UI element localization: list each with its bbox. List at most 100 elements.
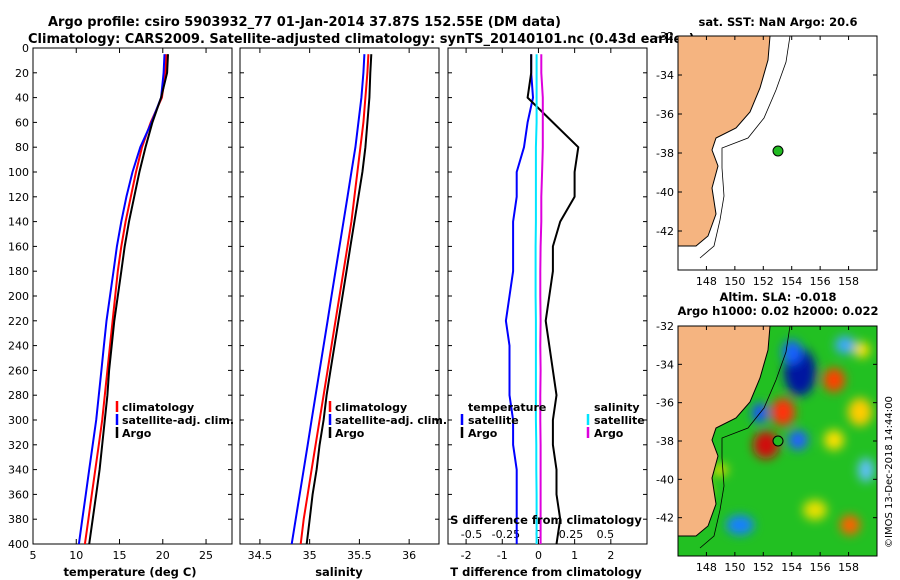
x-tick-label: 15 — [113, 549, 127, 562]
map-bottom-shelf-contour — [699, 326, 791, 549]
y-tick-label: 200 — [8, 290, 29, 303]
axis-ticks: 0204060801001201401601802002202402602803… — [8, 42, 647, 562]
y-tick-label: 120 — [8, 191, 29, 204]
y-tick-label: 340 — [8, 464, 29, 477]
s-difference-xlabel: S difference from climatology — [450, 513, 642, 527]
x-tick-label: 36 — [402, 549, 416, 562]
map-lon-label: 150 — [724, 275, 745, 288]
map-bottom-title: Altim. SLA: -0.018 — [719, 290, 836, 304]
map-lon-label: 156 — [810, 561, 831, 574]
map-bottom — [678, 326, 877, 556]
sla-high-eddy — [854, 342, 870, 358]
map-lon-label: 152 — [753, 275, 774, 288]
sla-low-eddy — [726, 515, 754, 535]
map-lat-label: -32 — [656, 320, 674, 333]
series-line-satellite-adj-clim- — [77, 54, 166, 544]
map-bottom-land — [678, 326, 771, 537]
series-line-climatology — [299, 54, 370, 544]
sla-high-eddy — [824, 430, 844, 450]
y-tick-label: 140 — [8, 216, 29, 229]
map-lat-label: -40 — [656, 186, 674, 199]
legend-climatology: climatology — [335, 401, 407, 414]
salinity-legend: climatology satellite-adj. clim. Argo — [328, 401, 447, 440]
difference-axes — [447, 47, 648, 545]
x-tick-label: 20 — [156, 549, 170, 562]
y-tick-label: 300 — [8, 414, 29, 427]
credit: ©IMOS 13-Dec-2018 14:44:00 — [884, 396, 895, 548]
y-tick-label: 220 — [8, 315, 29, 328]
y-tick-label: 360 — [8, 488, 29, 501]
map-lat-label: -42 — [656, 225, 674, 238]
y-tick-label: 60 — [15, 116, 29, 129]
map-top-land — [678, 36, 771, 247]
legend-t-satellite: satellite — [468, 414, 519, 427]
x-tick-label: 35 — [303, 549, 317, 562]
map-lon-label: 156 — [810, 275, 831, 288]
series-line-argo — [305, 54, 373, 544]
x-tick-label: 0 — [535, 549, 542, 562]
map-lon-label: 148 — [696, 561, 717, 574]
s-tick-label: 0.5 — [597, 528, 615, 541]
map-bottom-ticks: 148 150 152 154 156 158 -32 -34 -36 -38 -40 -42 — [656, 320, 877, 574]
map-top-argo-marker — [772, 145, 784, 157]
series-line-climatology — [83, 54, 168, 544]
x-tick-label: -1 — [497, 549, 508, 562]
series-line-t-argo — [526, 54, 580, 544]
series-line-s-satellite — [534, 54, 538, 544]
difference-legend: temperature satellite Argo salinity sate… — [460, 401, 645, 440]
y-tick-label: 160 — [8, 240, 29, 253]
map-lat-label: -36 — [656, 397, 674, 410]
s-tick-label: 0 — [535, 528, 542, 541]
y-tick-label: 80 — [15, 141, 29, 154]
sla-high-eddy — [848, 398, 872, 426]
y-tick-label: 40 — [15, 92, 29, 105]
map-lon-label: 152 — [753, 561, 774, 574]
sla-high-eddy — [803, 500, 827, 520]
sla-high-eddy — [823, 368, 845, 392]
map-top-ticks: 148 150 152 154 156 158 -32 -34 -36 -38 -40 -42 — [656, 30, 877, 288]
s-tick-label: 0.25 — [559, 528, 584, 541]
salinity-xlabel: salinity — [315, 565, 363, 579]
map-top-title: sat. SST: NaN Argo: 20.6 — [698, 15, 857, 29]
x-tick-label: -2 — [461, 549, 472, 562]
difference-xlabel: T difference from climatology — [450, 565, 642, 579]
x-tick-label: 34.5 — [248, 549, 273, 562]
y-tick-label: 20 — [15, 67, 29, 80]
map-lat-label: -34 — [656, 358, 674, 371]
series-line-argo — [88, 54, 169, 544]
title-line-1: Argo profile: csiro 5903932_77 01-Jan-20… — [48, 15, 561, 30]
map-lon-label: 150 — [724, 561, 745, 574]
profile-lines — [77, 54, 580, 544]
legend-temperature-title: temperature — [468, 401, 546, 414]
legend-t-argo: Argo — [468, 427, 498, 440]
sla-high-eddy — [840, 515, 860, 535]
sla-high-eddy — [753, 431, 779, 459]
map-lat-label: -34 — [656, 69, 674, 82]
legend-argo: Argo — [122, 427, 152, 440]
x-tick-label: 35.5 — [347, 549, 372, 562]
sla-low-eddy — [858, 458, 874, 482]
map-top-shelf-contour — [699, 36, 791, 259]
x-tick-label: 25 — [199, 549, 213, 562]
sla-low-eddy — [788, 430, 808, 450]
sla-high-eddy — [771, 398, 795, 426]
legend-climatology: climatology — [122, 401, 194, 414]
legend-s-argo: Argo — [594, 427, 624, 440]
y-tick-label: 280 — [8, 389, 29, 402]
temperature-xlabel: temperature (deg C) — [63, 565, 196, 579]
y-tick-label: 100 — [8, 166, 29, 179]
y-tick-label: 320 — [8, 439, 29, 452]
map-lat-label: -40 — [656, 473, 674, 486]
salinity-series — [290, 54, 373, 544]
map-lon-label: 154 — [781, 561, 802, 574]
y-tick-label: 400 — [8, 538, 29, 551]
y-tick-label: 260 — [8, 364, 29, 377]
map-lat-label: -32 — [656, 30, 674, 43]
map-bottom-argo-marker — [772, 435, 784, 447]
map-top — [678, 36, 877, 270]
sla-anomalies — [688, 336, 874, 535]
sla-low-eddy — [835, 336, 855, 354]
x-tick-label: 10 — [69, 549, 83, 562]
map-lat-label: -36 — [656, 108, 674, 121]
